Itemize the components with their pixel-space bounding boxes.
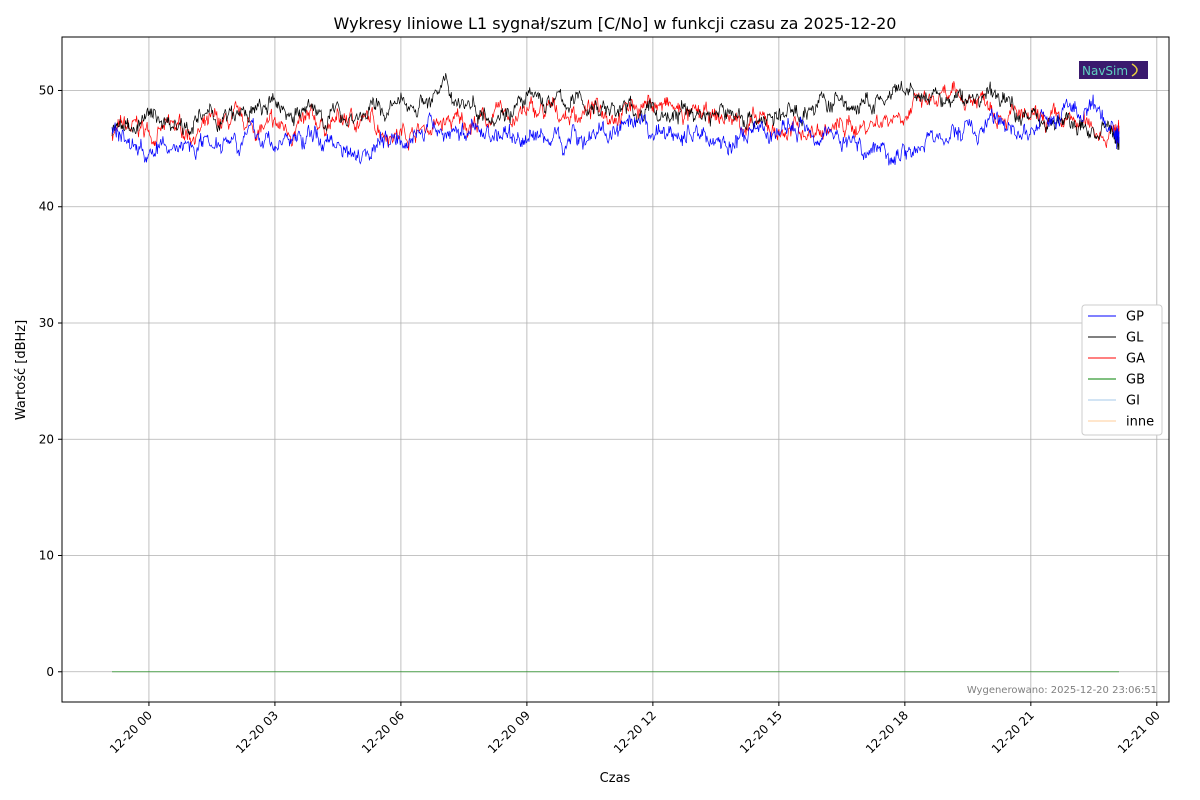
x-tick-label: 12-20 06	[359, 708, 407, 756]
x-tick-label: 12-20 00	[107, 708, 155, 756]
legend-label-gp: GP	[1126, 310, 1144, 325]
series-line-gl	[111, 73, 1120, 150]
x-tick-label: 12-20 15	[737, 708, 785, 756]
legend-label-gl: GL	[1126, 331, 1144, 346]
legend-label-gb: GB	[1126, 373, 1145, 388]
chart-title: Wykresy liniowe L1 sygnał/szum [C/No] w …	[334, 14, 897, 33]
legend-label-ga: GA	[1126, 352, 1145, 367]
svg-text:NavSim: NavSim	[1082, 64, 1128, 78]
y-axis-label: Wartość [dBHz]	[14, 320, 29, 420]
plot-frame	[61, 36, 1170, 703]
x-tick-label: 12-20 21	[989, 708, 1037, 756]
generated-annotation: Wygenerowano: 2025-12-20 23:06:51	[967, 685, 1157, 696]
navsim-logo: NavSim	[1079, 61, 1148, 79]
series-lines	[111, 73, 1120, 673]
x-tick-label: 12-21 00	[1115, 708, 1163, 756]
y-tick-label: 0	[46, 665, 54, 679]
x-tick-label: 12-20 18	[863, 708, 911, 756]
series-line-ga	[111, 81, 1120, 151]
legend-label-inne: inne	[1126, 415, 1154, 430]
y-tick-label: 10	[39, 549, 54, 563]
y-tick-label: 30	[39, 316, 54, 330]
x-axis-label: Czas	[600, 771, 631, 786]
x-tick-label: 12-20 12	[611, 708, 659, 756]
y-tick-label: 50	[39, 83, 54, 97]
legend-label-gi: GI	[1126, 394, 1140, 409]
x-tick-label: 12-20 09	[485, 708, 533, 756]
y-tick-label: 40	[39, 200, 54, 214]
series-line-gp	[111, 94, 1120, 166]
x-tick-label: 12-20 03	[233, 708, 281, 756]
grid	[62, 37, 1169, 702]
axis-ticks: 0 10 20 30 40 50 12-20 00 12-20 03 12-20 06 12-20…	[39, 83, 1163, 756]
legend: GP GL GA GB GI inne	[1081, 304, 1163, 436]
y-tick-label: 20	[39, 432, 54, 446]
